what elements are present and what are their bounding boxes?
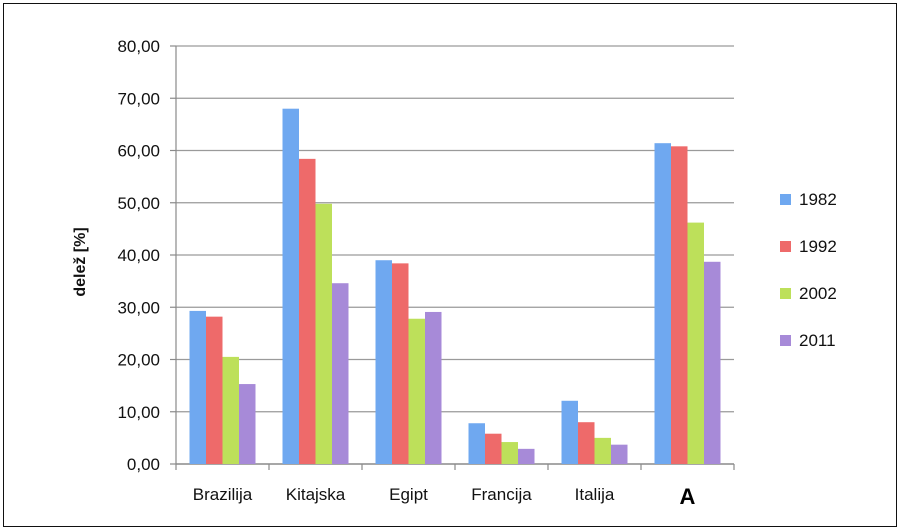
x-tick-label: Francija xyxy=(471,485,532,504)
bar-kitajska-1992 xyxy=(299,158,316,465)
bar-a-2002 xyxy=(687,222,704,464)
legend-label-1992: 1992 xyxy=(799,237,837,256)
bar-brazilija-1982 xyxy=(189,310,206,464)
y-tick-label: 80,00 xyxy=(117,37,160,56)
bar-francija-1982 xyxy=(468,423,485,464)
bar-italija-1992 xyxy=(578,422,595,464)
bar-italija-1982 xyxy=(561,400,578,464)
y-tick-label: 40,00 xyxy=(117,246,160,265)
bar-kitajska-2011 xyxy=(332,283,349,464)
bar-egipt-2002 xyxy=(408,318,425,464)
bar-francija-1992 xyxy=(485,433,502,464)
y-tick-label: 50,00 xyxy=(117,194,160,213)
legend-label-2002: 2002 xyxy=(799,284,837,303)
legend: 1982 1992 2002 2011 xyxy=(780,190,837,350)
gridlines xyxy=(170,45,735,470)
legend-label-1982: 1982 xyxy=(799,190,837,209)
bar-brazilija-1992 xyxy=(206,316,223,464)
bar-italija-2002 xyxy=(594,437,611,464)
bar-francija-2011 xyxy=(518,448,535,464)
y-tick-label: 30,00 xyxy=(117,298,160,317)
bar-a-1982 xyxy=(654,143,671,464)
x-tick-label: Egipt xyxy=(389,485,428,504)
x-tick-labels: Brazilija Kitajska Egipt Francija Italija A xyxy=(193,484,696,509)
y-tick-label: 60,00 xyxy=(117,142,160,161)
legend-swatch-1992 xyxy=(780,241,791,252)
x-tick-label: Brazilija xyxy=(193,485,253,504)
legend-swatch-2011 xyxy=(780,335,791,346)
bar-brazilija-2011 xyxy=(239,384,256,464)
bar-kitajska-2002 xyxy=(315,203,332,465)
bar-egipt-1982 xyxy=(375,260,392,464)
bars xyxy=(189,108,721,465)
bar-italija-2011 xyxy=(611,444,628,464)
y-axis-label: delež [%] xyxy=(72,227,89,296)
bar-a-2011 xyxy=(704,261,721,464)
bar-kitajska-1982 xyxy=(282,108,299,464)
legend-swatch-2002 xyxy=(780,288,791,299)
y-tick-labels: 0,00 10,00 20,00 30,00 40,00 50,00 60,00 70,00 8… xyxy=(117,37,160,474)
y-tick-label: 70,00 xyxy=(117,89,160,108)
y-tick-label: 0,00 xyxy=(127,455,160,474)
bar-egipt-1992 xyxy=(392,263,409,464)
bar-chart: delež [%] 0,00 10,00 20,00 30,00 40,00 50,00 6… xyxy=(72,37,837,509)
legend-swatch-1982 xyxy=(780,194,791,205)
bar-francija-2002 xyxy=(501,442,518,464)
y-tick-label: 10,00 xyxy=(117,403,160,422)
bar-egipt-2011 xyxy=(425,311,442,464)
chart-frame: delež [%] 0,00 10,00 20,00 30,00 40,00 50,00 6… xyxy=(3,3,897,527)
y-tick-label: 20,00 xyxy=(117,351,160,370)
legend-label-2011: 2011 xyxy=(799,331,836,350)
x-tick-label: Kitajska xyxy=(286,485,346,504)
bar-brazilija-2002 xyxy=(222,356,239,464)
x-tick-label: Italija xyxy=(575,485,615,504)
x-tick-label: A xyxy=(680,484,696,509)
bar-a-1992 xyxy=(671,146,688,464)
